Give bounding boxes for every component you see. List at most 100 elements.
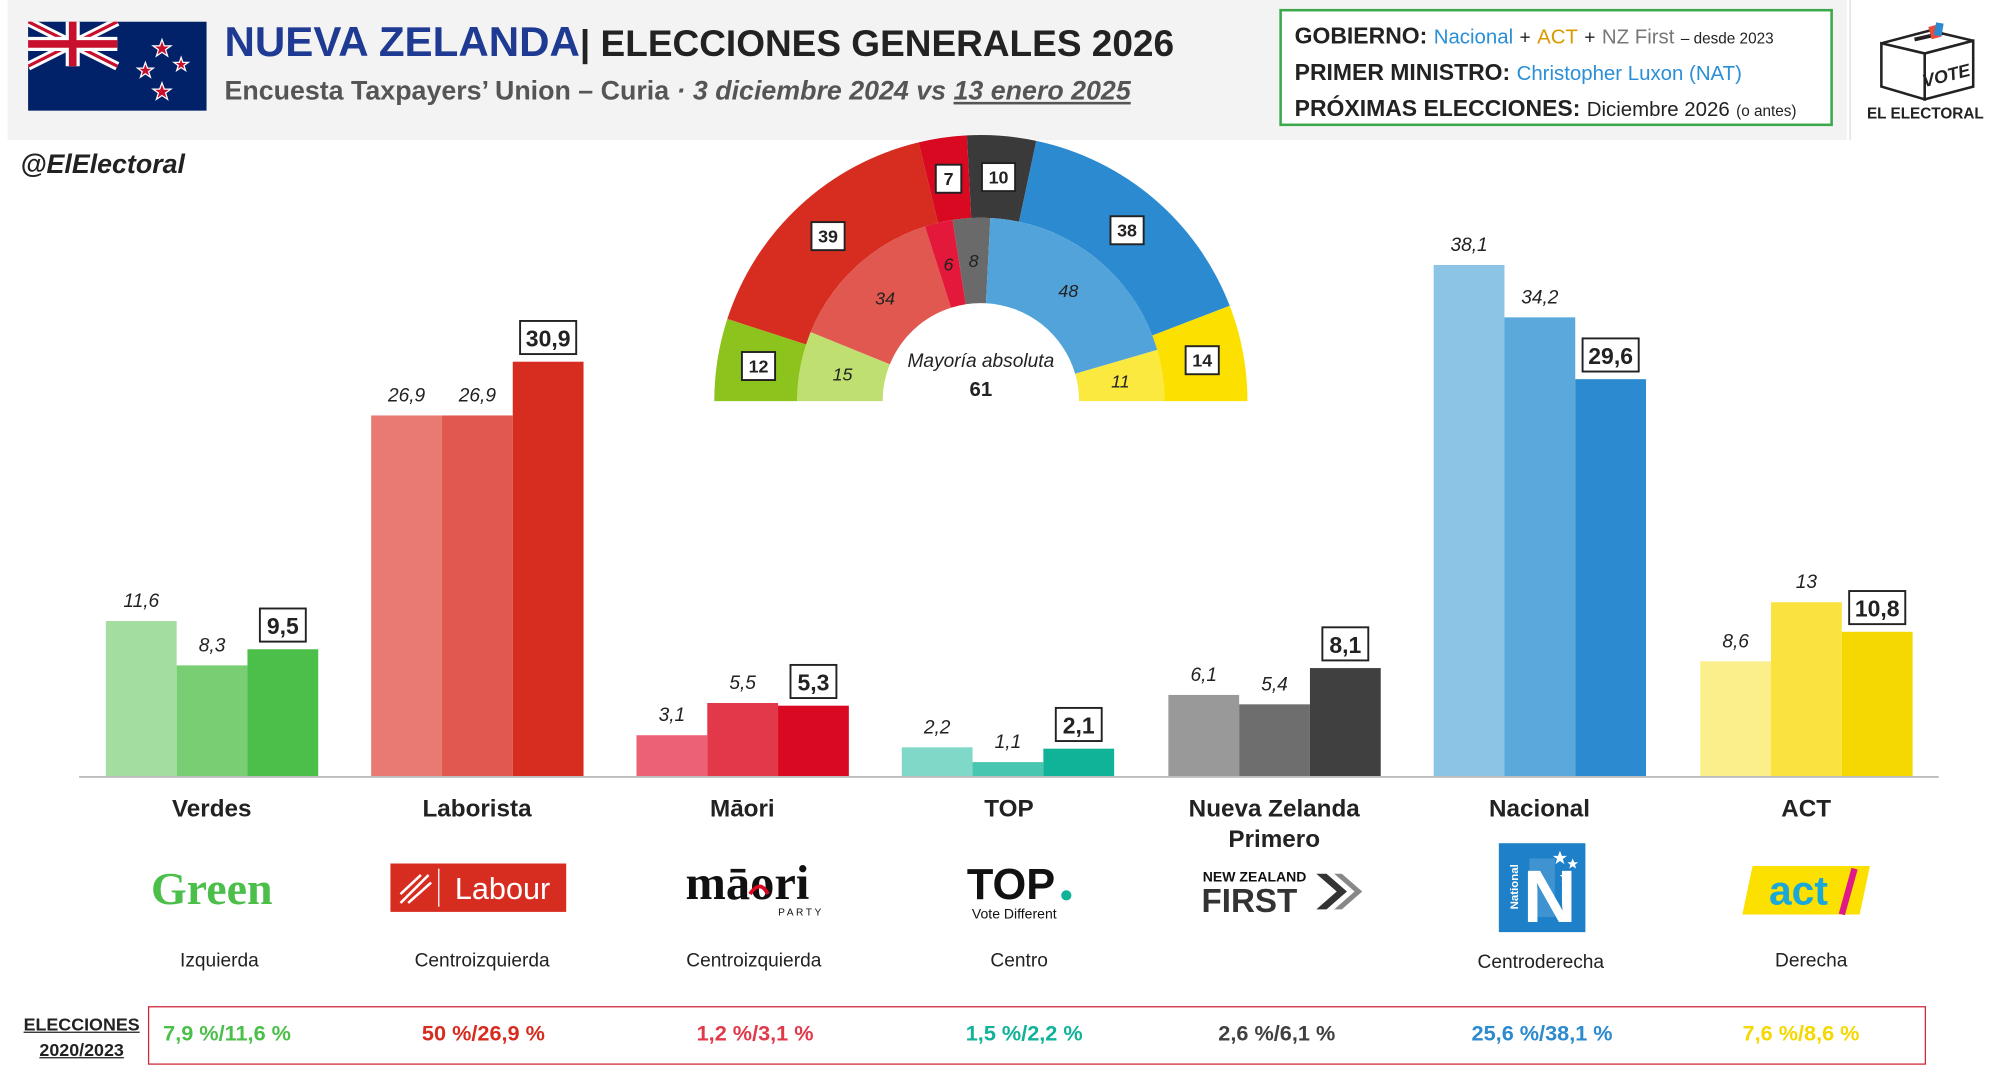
new-zealand-flag-icon (28, 21, 207, 111)
date-vs: vs (908, 76, 954, 106)
pm-label: PRIMER MINISTRO: (1294, 59, 1511, 86)
hemicycle-seat-box-maori (934, 163, 963, 194)
date-prefix: · (669, 76, 693, 106)
chevron-right-icon (1316, 873, 1347, 910)
hemicycle-inner-label-laborista: 34 (875, 288, 895, 308)
maori-logo-sub: PARTY (778, 908, 824, 919)
bar-top-2 (972, 762, 1044, 777)
bar-maori-3 (778, 705, 849, 777)
nzfirst-party-logo: NEW ZEALAND FIRST (1202, 868, 1363, 917)
hemicycle-outer-label-verdes: 12 (749, 356, 769, 376)
bar-top-3 (1043, 748, 1115, 777)
hemicycle-inner-act (1075, 349, 1165, 402)
maori-koru-icon (748, 884, 770, 896)
value-label-nacional-2: 34,2 (1521, 287, 1559, 308)
value-label-laborista-1: 26,9 (387, 385, 426, 406)
labour-party-logo: Labour (390, 863, 567, 912)
fern-icon (399, 874, 432, 904)
value-label-top-3: 2,1 (1063, 712, 1095, 738)
bar-nacional-3 (1575, 379, 1647, 777)
gobierno-label: GOBIERNO: (1294, 22, 1428, 49)
pm-line: PRIMER MINISTRO: Christopher Luxon (NAT) (1295, 56, 1818, 92)
bar-top-1 (901, 747, 973, 777)
value-box-maori (789, 663, 838, 699)
value-label-act-3: 10,8 (1855, 596, 1900, 622)
hemicycle-inner-label-verdes: 15 (833, 365, 853, 385)
poll-source: Encuesta Taxpayers’ Union – Curia (224, 76, 670, 106)
value-label-maori-2: 5,5 (729, 673, 756, 694)
value-label-top-2: 1,1 (995, 732, 1022, 753)
election-result-top: 1,5 %/2,2 % (965, 1021, 1083, 1046)
star-icon (1552, 850, 1579, 882)
act-party-logo: act (1742, 866, 1870, 916)
majority-value: 61 (970, 379, 993, 401)
bar-series: 11,6 8,3 9,5 26,9 26,9 30,9 3,1 5,5 5,3 2,2 1,1 2,1… (105, 235, 1913, 777)
top-party-logo: TOP Vote Different (967, 861, 1072, 921)
value-box-act (1848, 590, 1907, 626)
maori-logo-text: māori (686, 858, 810, 910)
bar-nacional-1 (1433, 264, 1505, 777)
poll-subtitle: Encuesta Taxpayers’ Union – Curia · 3 di… (224, 76, 1130, 107)
value-label-top-1: 2,2 (923, 717, 951, 738)
chevron-right-icon (1334, 873, 1363, 910)
pm-value: Christopher Luxon (NAT) (1516, 63, 1742, 86)
hemicycle-inner-nueva-zelanda-primero (952, 217, 991, 305)
svg-text:N: N (1523, 855, 1576, 932)
bar-nueva-zelanda-primero-3 (1309, 668, 1381, 777)
value-label-verdes-2: 8,3 (199, 635, 226, 656)
top-logo-sub: Vote Different (972, 905, 1057, 921)
value-label-nueva-zelanda-primero-2: 5,4 (1261, 674, 1288, 695)
next-election-line: PRÓXIMAS ELECCIONES: Diciembre 2026 (o a… (1295, 92, 1818, 129)
bar-verdes-1 (105, 621, 177, 777)
green-party-logo: Green (151, 863, 273, 914)
author-handle: @ElElectoral (20, 150, 185, 180)
hemicycle-seat-box-nacional (1109, 215, 1145, 246)
next-label: PRÓXIMAS ELECCIONES: (1294, 95, 1581, 121)
nzfirst-logo-text: FIRST (1202, 883, 1298, 917)
hemicycle-inner-label-maori: 6 (944, 255, 954, 275)
bar-act-1 (1700, 661, 1772, 777)
nzfirst-logo-sub: NEW ZEALAND (1203, 868, 1307, 884)
party-name-nzfirst: Nueva Zelanda Primero (1147, 795, 1402, 856)
hemicycle-outer-label-laborista: 39 (818, 226, 838, 246)
hemicycle-inner-verdes (797, 332, 890, 402)
value-label-verdes-1: 11,6 (123, 591, 159, 612)
party-name-top: TOP (984, 796, 1034, 823)
election-result-maori: 1,2 %/3,1 % (696, 1021, 814, 1046)
elections-label-line2: 2020/2023 (39, 1039, 124, 1060)
top-dot-icon (1061, 890, 1072, 901)
elections-label: ELECCIONES 2020/2023 (18, 1011, 146, 1062)
party-name-nzfirst-line1: Nueva Zelanda (1188, 796, 1360, 823)
hemicycle-inner-nacional (985, 218, 1158, 374)
hemicycle-outer-label-act: 14 (1192, 351, 1212, 371)
logo-name: EL ELECTORAL (1866, 104, 1984, 123)
maori-party-logo: māori PARTY (686, 858, 824, 919)
election-result-act: 7,6 %/8,6 % (1742, 1021, 1860, 1046)
hemicycle-seat-box-laborista (810, 221, 846, 252)
bar-verdes-2 (176, 665, 248, 777)
government-info-box: GOBIERNO: Nacional + ACT + NZ First – de… (1279, 8, 1833, 129)
plus-sign: + (1584, 26, 1596, 49)
value-label-laborista-3: 30,9 (526, 325, 571, 351)
bar-act-2 (1771, 602, 1842, 777)
hemicycle-seat-box-act (1184, 345, 1220, 376)
party-name-nzfirst-line2: Primero (1228, 826, 1321, 854)
bar-nueva-zelanda-primero-1 (1168, 694, 1240, 777)
ideology-act: Derecha (1775, 950, 1848, 972)
value-label-act-1: 8,6 (1722, 631, 1749, 652)
bar-maori-1 (636, 735, 708, 777)
gob-since: – desde 2023 (1680, 29, 1774, 48)
national-logo-text: National (1509, 864, 1521, 909)
value-box-nacional (1581, 337, 1640, 373)
hemicycle-outer-label-nacional: 38 (1117, 221, 1137, 241)
gob-party-nzfirst: NZ First (1601, 26, 1675, 49)
value-box-top (1054, 706, 1103, 742)
page-title: NUEVA ZELANDA| ELECCIONES GENERALES 2026 (224, 18, 1174, 66)
title-election: | ELECCIONES GENERALES 2026 (579, 24, 1175, 65)
hemicycle-seat-box-nueva-zelanda-primero (980, 162, 1017, 193)
value-box-laborista (519, 319, 578, 356)
hemicycle-inner-label-act: 11 (1111, 372, 1130, 392)
party-name-laborista: Laborista (422, 796, 532, 823)
green-logo-text: Green (151, 863, 273, 914)
ballot-box-icon: VOTE (1880, 22, 1975, 102)
